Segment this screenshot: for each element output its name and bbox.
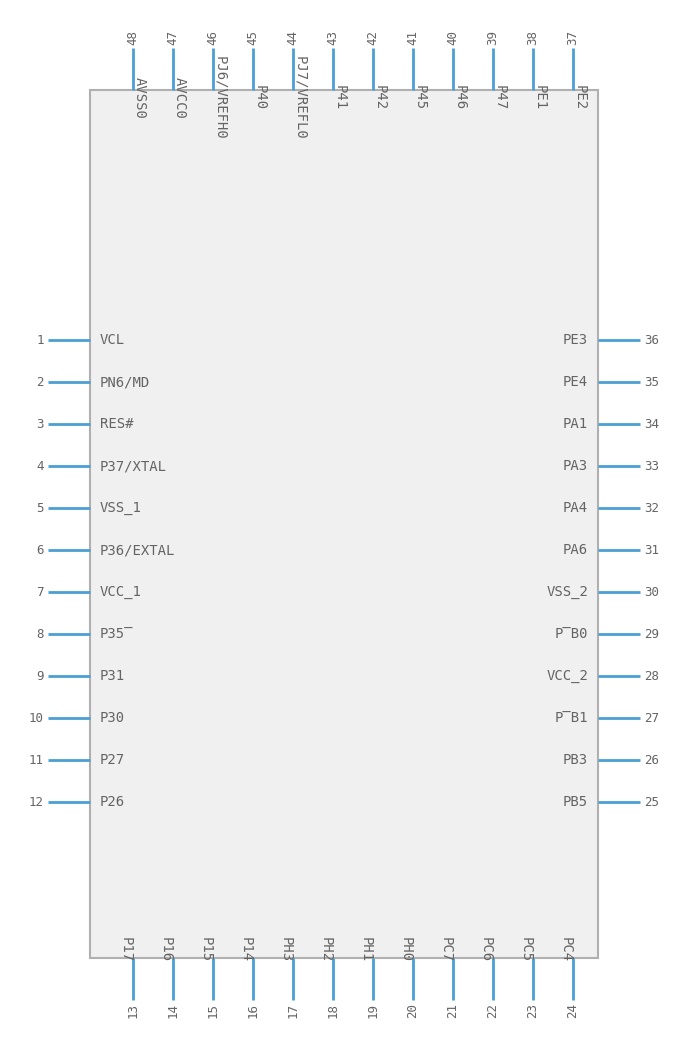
Text: 28: 28 bbox=[644, 670, 659, 682]
Text: 6: 6 bbox=[36, 544, 44, 556]
Text: 36: 36 bbox=[644, 333, 659, 347]
Text: P16: P16 bbox=[159, 938, 173, 962]
Text: PC7: PC7 bbox=[439, 938, 453, 962]
Text: 23: 23 bbox=[526, 1003, 539, 1018]
Text: 32: 32 bbox=[644, 502, 659, 515]
Text: 37: 37 bbox=[566, 30, 579, 45]
Text: PB3: PB3 bbox=[563, 754, 588, 767]
Text: PH2: PH2 bbox=[319, 938, 333, 962]
Text: P14: P14 bbox=[239, 938, 253, 962]
Text: RES#: RES# bbox=[100, 417, 133, 431]
Text: P40: P40 bbox=[253, 86, 267, 110]
Text: PC4: PC4 bbox=[559, 938, 573, 962]
Text: 5: 5 bbox=[36, 502, 44, 515]
Text: 11: 11 bbox=[29, 754, 44, 766]
Text: P17: P17 bbox=[119, 938, 133, 962]
Text: 4: 4 bbox=[36, 459, 44, 473]
Text: 8: 8 bbox=[36, 628, 44, 640]
Text: VCL: VCL bbox=[100, 333, 125, 347]
Text: PA1: PA1 bbox=[563, 417, 588, 431]
Text: 45: 45 bbox=[246, 30, 259, 45]
Text: PE2: PE2 bbox=[573, 86, 587, 110]
Bar bbox=[90, 90, 598, 958]
Text: 21: 21 bbox=[447, 1003, 460, 1018]
Text: 44: 44 bbox=[286, 30, 299, 45]
Text: PH3: PH3 bbox=[279, 938, 293, 962]
Text: PE4: PE4 bbox=[563, 375, 588, 389]
Text: 20: 20 bbox=[407, 1003, 420, 1018]
Text: 31: 31 bbox=[644, 544, 659, 556]
Text: 15: 15 bbox=[206, 1003, 219, 1018]
Text: PH0: PH0 bbox=[399, 938, 413, 962]
Text: P35̅: P35̅ bbox=[100, 627, 133, 641]
Text: AVCC0: AVCC0 bbox=[173, 78, 187, 118]
Text: PE3: PE3 bbox=[563, 333, 588, 347]
Text: 19: 19 bbox=[367, 1003, 380, 1018]
Text: 10: 10 bbox=[29, 712, 44, 724]
Text: 35: 35 bbox=[644, 375, 659, 389]
Text: 17: 17 bbox=[286, 1003, 299, 1018]
Text: 39: 39 bbox=[486, 30, 499, 45]
Text: 18: 18 bbox=[327, 1003, 339, 1018]
Text: 2: 2 bbox=[36, 375, 44, 389]
Text: 38: 38 bbox=[526, 30, 539, 45]
Text: PA6: PA6 bbox=[563, 543, 588, 556]
Text: P36/EXTAL: P36/EXTAL bbox=[100, 543, 175, 556]
Text: PE1: PE1 bbox=[533, 86, 547, 110]
Text: 42: 42 bbox=[367, 30, 380, 45]
Text: 9: 9 bbox=[36, 670, 44, 682]
Text: 43: 43 bbox=[327, 30, 339, 45]
Text: 22: 22 bbox=[486, 1003, 499, 1018]
Text: P47: P47 bbox=[493, 86, 507, 110]
Text: AVSS0: AVSS0 bbox=[133, 78, 147, 118]
Text: 1: 1 bbox=[36, 333, 44, 347]
Text: P45: P45 bbox=[413, 86, 427, 110]
Text: 13: 13 bbox=[127, 1003, 140, 1018]
Text: VCC_1: VCC_1 bbox=[100, 585, 142, 599]
Text: 25: 25 bbox=[644, 795, 659, 808]
Text: P42: P42 bbox=[373, 86, 387, 110]
Text: 7: 7 bbox=[36, 586, 44, 598]
Text: 14: 14 bbox=[166, 1003, 180, 1018]
Text: PN6/MD: PN6/MD bbox=[100, 375, 150, 389]
Text: 26: 26 bbox=[644, 754, 659, 766]
Text: P15: P15 bbox=[199, 938, 213, 962]
Text: PA3: PA3 bbox=[563, 459, 588, 473]
Text: P30: P30 bbox=[100, 711, 125, 725]
Text: 24: 24 bbox=[566, 1003, 579, 1018]
Text: P̅B0: P̅B0 bbox=[555, 627, 588, 641]
Text: 27: 27 bbox=[644, 712, 659, 724]
Text: P̅B1: P̅B1 bbox=[555, 711, 588, 725]
Text: P26: P26 bbox=[100, 795, 125, 809]
Text: PJ7/VREFL0: PJ7/VREFL0 bbox=[293, 57, 307, 139]
Text: 12: 12 bbox=[29, 795, 44, 808]
Text: 3: 3 bbox=[36, 417, 44, 431]
Text: 41: 41 bbox=[407, 30, 420, 45]
Text: PH1: PH1 bbox=[359, 938, 373, 962]
Text: PC6: PC6 bbox=[479, 938, 493, 962]
Text: PJ6/VREFH0: PJ6/VREFH0 bbox=[213, 57, 227, 139]
Text: VSS_2: VSS_2 bbox=[546, 585, 588, 599]
Text: P41: P41 bbox=[333, 86, 347, 110]
Text: PB5: PB5 bbox=[563, 795, 588, 809]
Text: P27: P27 bbox=[100, 754, 125, 767]
Text: P37/XTAL: P37/XTAL bbox=[100, 459, 167, 473]
Text: 16: 16 bbox=[246, 1003, 259, 1018]
Text: 46: 46 bbox=[206, 30, 219, 45]
Text: P46: P46 bbox=[453, 86, 467, 110]
Text: 48: 48 bbox=[127, 30, 140, 45]
Text: PC5: PC5 bbox=[519, 938, 533, 962]
Text: PA4: PA4 bbox=[563, 501, 588, 515]
Text: 40: 40 bbox=[447, 30, 460, 45]
Text: P31: P31 bbox=[100, 669, 125, 683]
Text: 30: 30 bbox=[644, 586, 659, 598]
Text: VCC_2: VCC_2 bbox=[546, 669, 588, 683]
Text: 29: 29 bbox=[644, 628, 659, 640]
Text: VSS_1: VSS_1 bbox=[100, 501, 142, 515]
Text: 47: 47 bbox=[166, 30, 180, 45]
Text: 33: 33 bbox=[644, 459, 659, 473]
Text: 34: 34 bbox=[644, 417, 659, 431]
